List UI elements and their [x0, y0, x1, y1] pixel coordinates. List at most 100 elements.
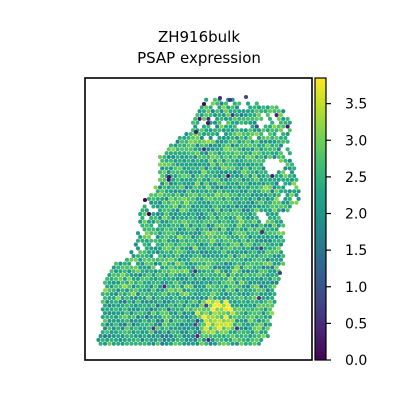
spot	[149, 337, 154, 342]
spot	[221, 135, 226, 140]
spot	[259, 337, 264, 342]
spot	[195, 151, 200, 156]
spot	[197, 307, 202, 312]
spot	[157, 200, 163, 205]
spot	[248, 227, 253, 232]
spot	[254, 307, 259, 312]
spot	[256, 234, 262, 240]
spot	[131, 314, 136, 320]
spot	[230, 234, 235, 240]
spot	[142, 318, 147, 323]
spot	[146, 303, 152, 308]
spot	[252, 181, 257, 186]
spot	[193, 330, 198, 335]
spot	[276, 109, 281, 114]
spot	[107, 280, 112, 285]
spot	[111, 311, 116, 316]
spot	[149, 238, 154, 243]
spot	[138, 295, 143, 301]
spot	[278, 257, 284, 262]
spot	[113, 299, 119, 304]
spot	[226, 189, 231, 194]
spot	[250, 109, 255, 114]
spot	[228, 147, 233, 152]
spot	[197, 322, 202, 327]
spot	[239, 334, 244, 339]
spot	[215, 231, 220, 236]
spot	[124, 265, 130, 270]
spot	[232, 109, 237, 114]
spot	[168, 212, 174, 217]
spot	[179, 292, 185, 297]
spot	[232, 101, 237, 106]
spot	[131, 269, 136, 274]
spot	[252, 173, 257, 179]
spot	[265, 326, 270, 331]
spot	[252, 265, 257, 270]
spot	[129, 341, 134, 346]
spot	[219, 185, 224, 190]
spot	[237, 215, 242, 220]
spot	[232, 223, 237, 228]
spot	[173, 181, 178, 186]
spot	[256, 219, 262, 224]
spot	[226, 128, 231, 133]
spot	[177, 242, 182, 247]
spot	[241, 238, 246, 243]
spot	[162, 276, 167, 281]
spot	[122, 284, 127, 289]
spot	[195, 196, 200, 201]
spot	[237, 154, 242, 160]
spot	[160, 204, 165, 209]
spot	[274, 189, 279, 194]
spot	[237, 269, 242, 274]
spot	[281, 177, 286, 182]
spot	[120, 334, 125, 339]
spot	[254, 253, 259, 259]
spot	[182, 250, 187, 255]
spot	[219, 223, 224, 228]
spot	[193, 215, 198, 220]
spot	[184, 238, 189, 243]
spot	[248, 113, 253, 118]
spot	[217, 219, 222, 224]
spot	[206, 162, 211, 167]
spot	[142, 219, 147, 224]
spot	[188, 269, 193, 274]
spot	[195, 135, 200, 140]
spot	[212, 280, 218, 285]
spot	[250, 314, 255, 320]
spot	[256, 295, 262, 301]
spot	[228, 238, 233, 243]
spot	[204, 250, 209, 255]
spot	[179, 307, 185, 312]
spot	[201, 330, 207, 335]
spot	[243, 326, 248, 331]
spot	[140, 322, 145, 327]
spot	[162, 154, 167, 160]
spot	[107, 326, 112, 331]
spot	[215, 132, 220, 137]
spot	[160, 250, 165, 255]
spot	[223, 124, 229, 129]
spot	[190, 311, 196, 316]
spot	[230, 128, 235, 133]
spot	[177, 311, 182, 316]
spot	[184, 177, 189, 182]
spot	[272, 292, 277, 297]
spot	[204, 181, 209, 186]
spot	[102, 288, 108, 293]
spot	[272, 261, 277, 266]
spot	[232, 314, 237, 320]
spot	[155, 303, 160, 308]
spot	[232, 185, 237, 190]
spot	[179, 139, 185, 144]
spot	[144, 337, 149, 342]
spot	[226, 181, 231, 186]
spot	[151, 196, 156, 201]
spot	[140, 284, 145, 289]
spot	[102, 295, 108, 301]
spot	[237, 193, 242, 198]
spot	[168, 341, 174, 346]
spot	[188, 147, 193, 152]
